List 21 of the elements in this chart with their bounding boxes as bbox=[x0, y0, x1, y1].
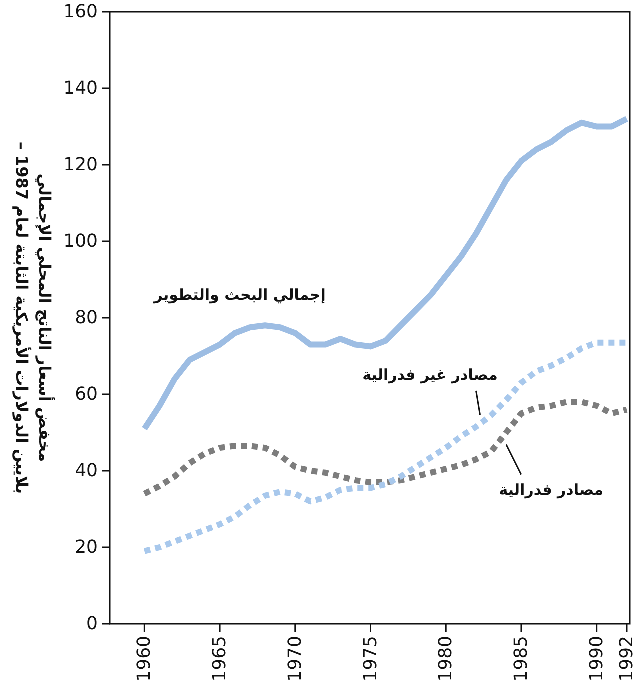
x-tick-label: 1970 bbox=[284, 636, 306, 682]
y-tick-label: 0 bbox=[86, 614, 98, 634]
x-tick-label: 1965 bbox=[210, 636, 231, 682]
x-tick-label: 1980 bbox=[436, 636, 457, 682]
x-tick-label: 1990 bbox=[586, 636, 608, 682]
series-label: مصادر غير فدرالية bbox=[362, 366, 498, 384]
x-tick-label: 1992 bbox=[616, 636, 637, 682]
y-tick-label: 160 bbox=[64, 2, 98, 22]
y-tick-label: 140 bbox=[64, 78, 98, 99]
y-axis-title: بلايين الدولارات الأمريكية الثابتة لعام 1987 – مخفض أسعار الناتج المحلي الإجمالي bbox=[12, 142, 56, 494]
y-tick-label: 60 bbox=[75, 384, 98, 405]
y-tick-label: 80 bbox=[75, 308, 98, 328]
y-tick-label: 100 bbox=[64, 231, 98, 252]
y-tick-label: 40 bbox=[75, 460, 98, 482]
x-tick-label: 1960 bbox=[134, 636, 156, 682]
x-tick-label: 1975 bbox=[360, 636, 382, 682]
y-tick-label: 120 bbox=[64, 154, 98, 176]
series-label: مصادر فدرالية bbox=[499, 480, 604, 499]
text: إجمالي البحث والتطوير bbox=[153, 286, 326, 304]
x-tick-label: 1985 bbox=[510, 636, 532, 682]
y-tick-label: 20 bbox=[75, 537, 98, 558]
